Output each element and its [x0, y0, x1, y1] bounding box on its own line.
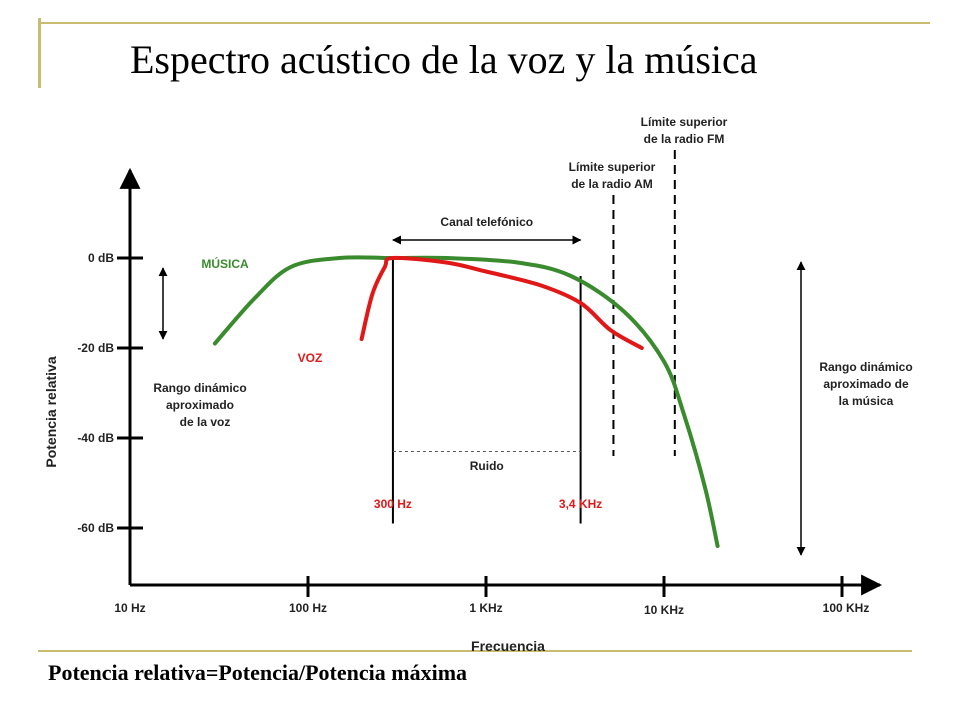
x-tick-label: 10 Hz — [114, 601, 145, 615]
voice-label: VOZ — [298, 351, 323, 365]
y-tick-label: -60 dB — [77, 521, 114, 535]
decoration-left-bar — [38, 18, 41, 88]
music-range-label: Rango dinámico — [819, 360, 912, 374]
voice-range-label: aproximado — [166, 398, 234, 412]
radio-limit-label: de la radio FM — [644, 132, 725, 146]
frequency-marker-label: 300 Hz — [374, 497, 412, 511]
music-range-label: aproximado de — [823, 377, 909, 391]
x-tick-label: 100 Hz — [289, 601, 327, 615]
slide-title: Espectro acústico de la voz y la música — [130, 37, 758, 82]
y-tick-label: 0 dB — [88, 251, 114, 265]
x-axis-label: Frecuencia — [471, 638, 545, 654]
music-curve — [212, 255, 720, 548]
noise-label: Ruido — [470, 459, 504, 473]
decoration-bottom-line — [38, 650, 912, 652]
x-tick-label: 10 KHz — [644, 603, 684, 617]
radio-limit-label: Límite superior — [569, 160, 656, 174]
y-tick-label: -40 dB — [77, 431, 114, 445]
voice-curve — [359, 255, 644, 350]
x-tick-label: 100 KHz — [823, 601, 870, 615]
y-tick-label: -20 dB — [77, 341, 114, 355]
voice-range-label: Rango dinámico — [153, 381, 246, 395]
radio-limit-label: de la radio AM — [571, 177, 653, 191]
radio-limit-label: Límite superior — [641, 115, 728, 129]
footer-formula: Potencia relativa=Potencia/Potencia máxi… — [48, 660, 468, 685]
frequency-marker-label: 3,4 KHz — [559, 497, 602, 511]
music-range-label: la música — [839, 394, 894, 408]
phone-channel-label: Canal telefónico — [440, 215, 533, 229]
music-label: MÚSICA — [201, 256, 249, 271]
decoration-top-line — [38, 22, 930, 24]
x-tick-label: 1 KHz — [469, 601, 502, 615]
voice-range-label: de la voz — [180, 415, 231, 429]
y-axis-label: Potencia relativa — [43, 356, 59, 467]
